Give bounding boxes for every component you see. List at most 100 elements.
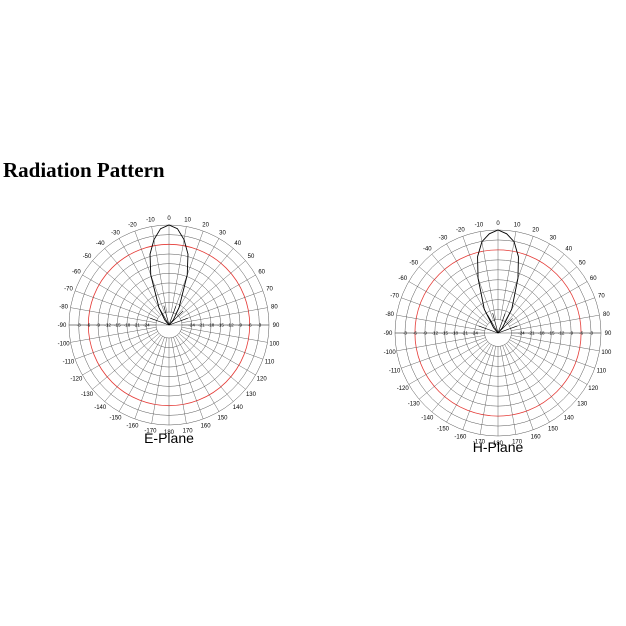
angle-tick-label: 180 [493, 441, 504, 447]
grid-spoke [104, 248, 161, 316]
grid-spoke [500, 231, 517, 320]
grid-spoke [181, 327, 268, 343]
angle-tick-label: -150 [437, 426, 450, 432]
radial-tick-label: -9 [96, 323, 100, 328]
angle-tick-label: -10 [475, 223, 484, 229]
radial-tick-label: -6 [86, 323, 90, 328]
grid-spoke [175, 238, 220, 314]
angle-tick-label: 70 [598, 293, 605, 299]
grid-spoke [509, 281, 588, 327]
marker-line [478, 325, 499, 334]
angle-tick-label: -150 [109, 416, 122, 422]
grid-spoke [408, 339, 487, 385]
radial-tick-label: -21 [133, 323, 140, 328]
marker-line [168, 310, 184, 326]
radial-tick-label: -12 [432, 331, 439, 336]
angle-tick-label: -70 [64, 286, 73, 292]
angle-tick-label: 90 [273, 323, 280, 329]
grid-spoke [401, 297, 486, 329]
radial-tick-label: -24 [188, 323, 195, 328]
radial-tick-label: -9 [423, 331, 427, 336]
angle-tick-label: 170 [512, 439, 523, 445]
grid-spoke [396, 314, 485, 331]
grid-spoke [134, 230, 165, 313]
angle-tick-label: 30 [550, 236, 557, 242]
angle-tick-label: 130 [577, 402, 588, 408]
radial-tick-label: -18 [538, 331, 545, 336]
angle-tick-label: -30 [439, 236, 448, 242]
angle-tick-label: 140 [564, 415, 575, 421]
radial-tick-label: -15 [442, 331, 449, 336]
radial-tick-label: -21 [461, 331, 468, 336]
plane-label: E-Plane [144, 430, 194, 446]
grid-spoke [504, 344, 550, 423]
radial-tick-label: -6 [413, 331, 417, 336]
angle-tick-label: -80 [385, 312, 394, 318]
angle-tick-label: 150 [548, 426, 559, 432]
angle-tick-label: 0 [167, 216, 171, 222]
angle-tick-label: -160 [126, 424, 139, 430]
grid-spoke [479, 346, 496, 435]
grid-spoke [396, 335, 485, 352]
grid-spoke [418, 341, 488, 400]
grid-spoke [431, 253, 490, 323]
grid-spoke [151, 337, 167, 424]
radial-tick-label: -12 [227, 323, 234, 328]
angle-tick-label: -120 [397, 386, 410, 392]
grid-spoke [500, 346, 517, 435]
grid-spoke [506, 253, 565, 323]
grid-spoke [82, 274, 158, 319]
radial-tick-label: -6 [579, 331, 583, 336]
radial-tick-label: -12 [104, 323, 111, 328]
grid-spoke [118, 238, 163, 314]
radial-tick-label: -3 [589, 331, 593, 336]
angle-tick-label: 0 [496, 221, 500, 227]
grid-spoke [462, 345, 494, 430]
angle-tick-label: 170 [183, 428, 194, 434]
grid-spoke [408, 281, 487, 327]
marker-line [150, 317, 170, 326]
angle-tick-label: 120 [588, 386, 599, 392]
angle-tick-label: 110 [597, 369, 607, 375]
marker-line [163, 305, 170, 326]
radial-tick-label: -24 [143, 323, 150, 328]
angle-tick-label: 160 [201, 424, 212, 430]
grid-spoke [151, 226, 167, 313]
grid-spoke [506, 343, 565, 413]
radial-tick-label: -15 [548, 331, 555, 336]
angle-tick-label: -170 [473, 439, 486, 445]
radial-tick-label: -12 [558, 331, 565, 336]
grid-spoke [175, 336, 220, 412]
plane-label: H-Plane [473, 439, 524, 455]
grid-spoke [510, 297, 595, 329]
radial-tick-label: -18 [208, 323, 215, 328]
radial-tick-label: -3 [403, 331, 407, 336]
angle-tick-label: 70 [266, 286, 273, 292]
angle-tick-label: 20 [202, 222, 209, 228]
grid-spoke [511, 335, 600, 352]
h-plane-polar-plot: 0 10 20 30 40 50 60 70 80 90 100 110 120 130 140 150 160… [384, 221, 612, 455]
angle-tick-label: -110 [389, 369, 401, 375]
angle-tick-label: 130 [246, 392, 257, 398]
angle-tick-label: -70 [390, 293, 399, 299]
marker-line [497, 313, 506, 334]
radial-tick-label: -3 [257, 323, 261, 328]
marker-line [158, 307, 170, 326]
angle-tick-label: 110 [265, 360, 275, 366]
grid-spoke [510, 337, 595, 369]
grid-spoke [74, 329, 157, 360]
radial-tick-label: -24 [471, 331, 478, 336]
angle-tick-label: -160 [454, 434, 467, 440]
angle-tick-label: 40 [234, 241, 241, 247]
angle-tick-label: -100 [384, 350, 397, 356]
grid-spoke [177, 334, 234, 402]
angle-tick-label: -60 [398, 276, 407, 282]
grid-spoke [401, 337, 486, 369]
angle-tick-label: 100 [601, 350, 612, 356]
angle-tick-label: 90 [605, 331, 612, 337]
radial-tick-label: -18 [451, 331, 458, 336]
grid-spoke [70, 307, 157, 323]
angle-tick-label: -100 [58, 342, 71, 348]
grid-spoke [70, 327, 157, 343]
